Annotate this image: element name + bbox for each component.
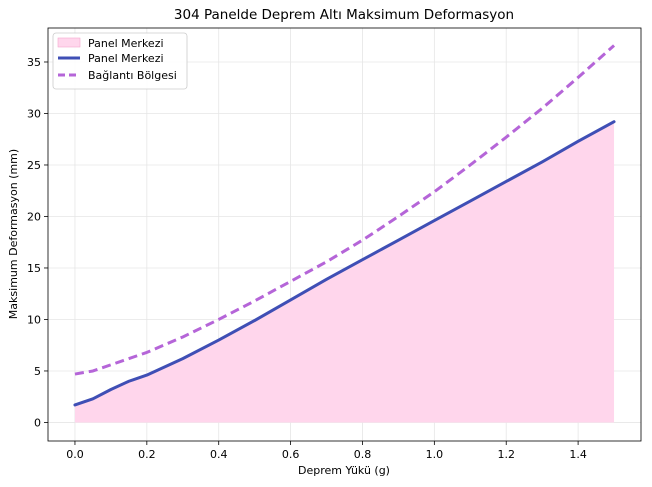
legend: Panel Merkezi Panel Merkezi Bağlantı Böl…	[52, 32, 188, 90]
x-tick-label: 1.0	[426, 448, 444, 461]
y-tick-label: 20	[27, 210, 41, 223]
x-tick-label: 0.0	[66, 448, 84, 461]
plot-frame	[47, 27, 642, 442]
x-tick-label: 1.4	[569, 448, 587, 461]
x-tick-label: 0.6	[282, 448, 300, 461]
legend-box	[52, 32, 188, 90]
line-layer	[73, 44, 616, 407]
y-tick-label: 35	[27, 56, 41, 69]
y-tick-label: 25	[27, 159, 41, 172]
legend-swatch-area	[57, 37, 81, 48]
legend-label-area: Panel Merkezi	[88, 37, 164, 50]
x-tick-label: 1.2	[497, 448, 515, 461]
chart-title: 304 Panelde Deprem Altı Maksimum Deforma…	[174, 7, 514, 23]
series-line-panel-merkezi	[73, 120, 616, 407]
legend-label-line: Panel Merkezi	[88, 52, 164, 65]
x-axis-label: Deprem Yükü (g)	[298, 464, 390, 477]
x-axis-ticks: 0.0 0.2 0.4 0.6 0.8 1.0 1.2 1.4	[66, 441, 587, 461]
series-line-baglanti-bolgesi	[74, 44, 616, 376]
y-tick-label: 10	[27, 313, 41, 326]
legend-label-dashed: Bağlantı Bölgesi	[88, 69, 177, 82]
y-tick-label: 30	[27, 107, 41, 120]
y-axis-label: Maksimum Deformasyon (mm)	[7, 149, 20, 319]
x-tick-label: 0.8	[354, 448, 372, 461]
x-tick-label: 0.4	[210, 448, 228, 461]
x-tick-label: 0.2	[138, 448, 156, 461]
y-tick-label: 15	[27, 262, 41, 275]
y-tick-label: 5	[34, 365, 41, 378]
y-tick-label: 0	[34, 416, 41, 429]
y-axis-ticks: 0 5 10 15 20 25 30 35	[27, 56, 48, 429]
